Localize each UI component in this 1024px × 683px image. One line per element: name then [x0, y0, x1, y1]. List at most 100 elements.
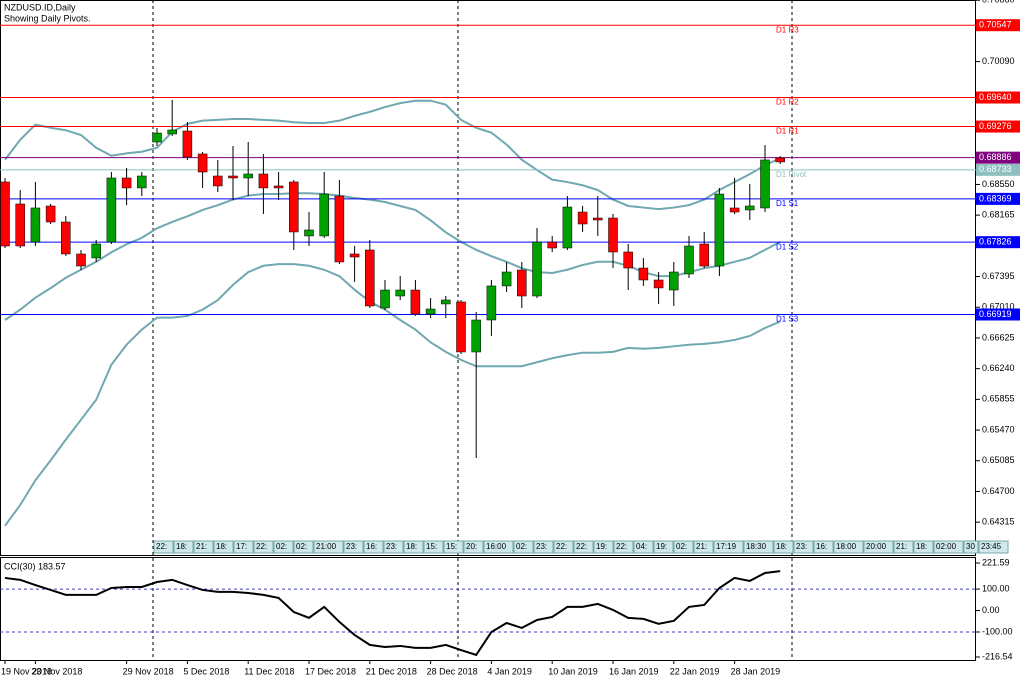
time-label: 21:00	[316, 542, 337, 551]
candle-body	[547, 241, 557, 249]
time-label-box	[793, 540, 814, 554]
x-tick-label: 28 Jan 2019	[731, 666, 781, 676]
candle-body	[699, 243, 709, 267]
x-tick-label: 17 Dec 2018	[305, 666, 356, 676]
time-label: 16:	[366, 542, 377, 551]
time-label: 22:	[616, 542, 627, 551]
time-label: 21:	[196, 542, 207, 551]
time-label-box	[743, 540, 774, 554]
candle-body	[289, 181, 299, 233]
candle-body	[760, 159, 770, 209]
x-tick-label: 29 Nov 2018	[123, 666, 174, 676]
time-label: 22:	[556, 542, 567, 551]
candle-body	[228, 175, 238, 179]
time-label-box	[613, 540, 634, 554]
candle-body	[365, 249, 375, 307]
y-tick-label: 100.00	[982, 583, 1010, 593]
time-label-box	[403, 540, 424, 554]
time-label-box	[633, 540, 654, 554]
y-tick-label: 0.68165	[982, 210, 1015, 220]
x-tick-label: 5 Dec 2018	[183, 666, 229, 676]
price-label: 0.68369	[979, 193, 1012, 203]
price-frame	[0, 0, 976, 556]
candle-body	[608, 217, 618, 253]
time-label: 18:	[176, 542, 187, 551]
time-label: 23:	[796, 542, 807, 551]
candle-body	[273, 185, 284, 189]
cci-line	[4, 570, 781, 657]
time-label: 23:	[346, 542, 357, 551]
time-label-box	[253, 540, 274, 554]
y-tick-label: 0.70090	[982, 56, 1015, 66]
time-label-box	[483, 540, 514, 554]
candle-body	[425, 308, 436, 315]
time-label-box	[773, 540, 794, 554]
bollinger-band	[4, 192, 781, 321]
pivot-name: D1 S1	[776, 199, 799, 208]
time-label: 20:	[466, 542, 477, 551]
time-label: 18:	[776, 542, 787, 551]
price-label: 0.69640	[979, 92, 1012, 102]
y-tick-label: 0.64315	[982, 517, 1015, 527]
time-label: 02:	[516, 542, 527, 551]
time-label: 16:00	[486, 542, 507, 551]
time-label: 02:	[276, 542, 287, 551]
candle-body	[532, 241, 542, 297]
pivot-name: D1 Pivot	[776, 170, 807, 179]
time-label-box	[343, 540, 364, 554]
time-label: 15:	[446, 542, 457, 551]
time-label: 21:	[696, 542, 707, 551]
pivot-name: D1 R1	[776, 127, 799, 136]
time-label: 23:	[386, 542, 397, 551]
time-label-box	[593, 540, 614, 554]
time-label-box	[513, 540, 534, 554]
chart-subtitle: Showing Daily Pivots.	[4, 13, 91, 23]
price-label: 0.70547	[979, 20, 1012, 30]
y-tick-label: 0.65855	[982, 394, 1015, 404]
y-tick-label: 0.00	[982, 605, 1000, 615]
cci-label: CCI(30) 183.57	[4, 561, 66, 571]
candle-body	[137, 175, 147, 189]
x-tick-label: 4 Jan 2019	[487, 666, 532, 676]
time-label: 02:	[296, 542, 307, 551]
candle-body	[121, 177, 132, 189]
candle-body	[243, 173, 253, 179]
y-tick-label: 0.70860	[982, 0, 1015, 5]
time-label: 20:00	[866, 542, 887, 551]
price-label: 0.68733	[979, 164, 1012, 174]
candle-body	[471, 319, 481, 353]
chart-title: NZDUSD.ID,Daily	[4, 2, 76, 12]
candle-body	[45, 205, 56, 223]
candle-body	[395, 289, 405, 297]
time-label-box	[553, 540, 574, 554]
candle-body	[258, 173, 269, 189]
time-label-box	[893, 540, 914, 554]
time-label-box	[963, 540, 979, 554]
time-label-box	[173, 540, 194, 554]
candle-body	[653, 279, 664, 289]
candle-body	[501, 271, 512, 287]
candle-body	[182, 130, 193, 158]
y-tick-label: 221.59	[982, 557, 1010, 567]
candle-body	[304, 229, 314, 237]
candle-body	[167, 129, 177, 135]
candle-body	[456, 301, 466, 353]
bollinger-band	[4, 263, 781, 527]
y-tick-label: 0.68550	[982, 179, 1015, 189]
y-tick-label: 0.65085	[982, 455, 1015, 465]
time-label: 22:	[256, 542, 267, 551]
candle-body	[349, 253, 360, 258]
time-label-box	[573, 540, 594, 554]
time-label: 19:	[596, 542, 607, 551]
time-label-box	[153, 540, 174, 554]
time-label: 21:	[896, 542, 907, 551]
time-label: 18:	[406, 542, 417, 551]
time-label: 02:00	[936, 542, 957, 551]
time-label: 18:00	[836, 542, 857, 551]
candle-body	[380, 289, 390, 309]
time-label: 18:	[916, 542, 927, 551]
x-tick-label: 28 Dec 2018	[427, 666, 478, 676]
time-label: 22:	[156, 542, 167, 551]
candle-body	[319, 193, 329, 237]
